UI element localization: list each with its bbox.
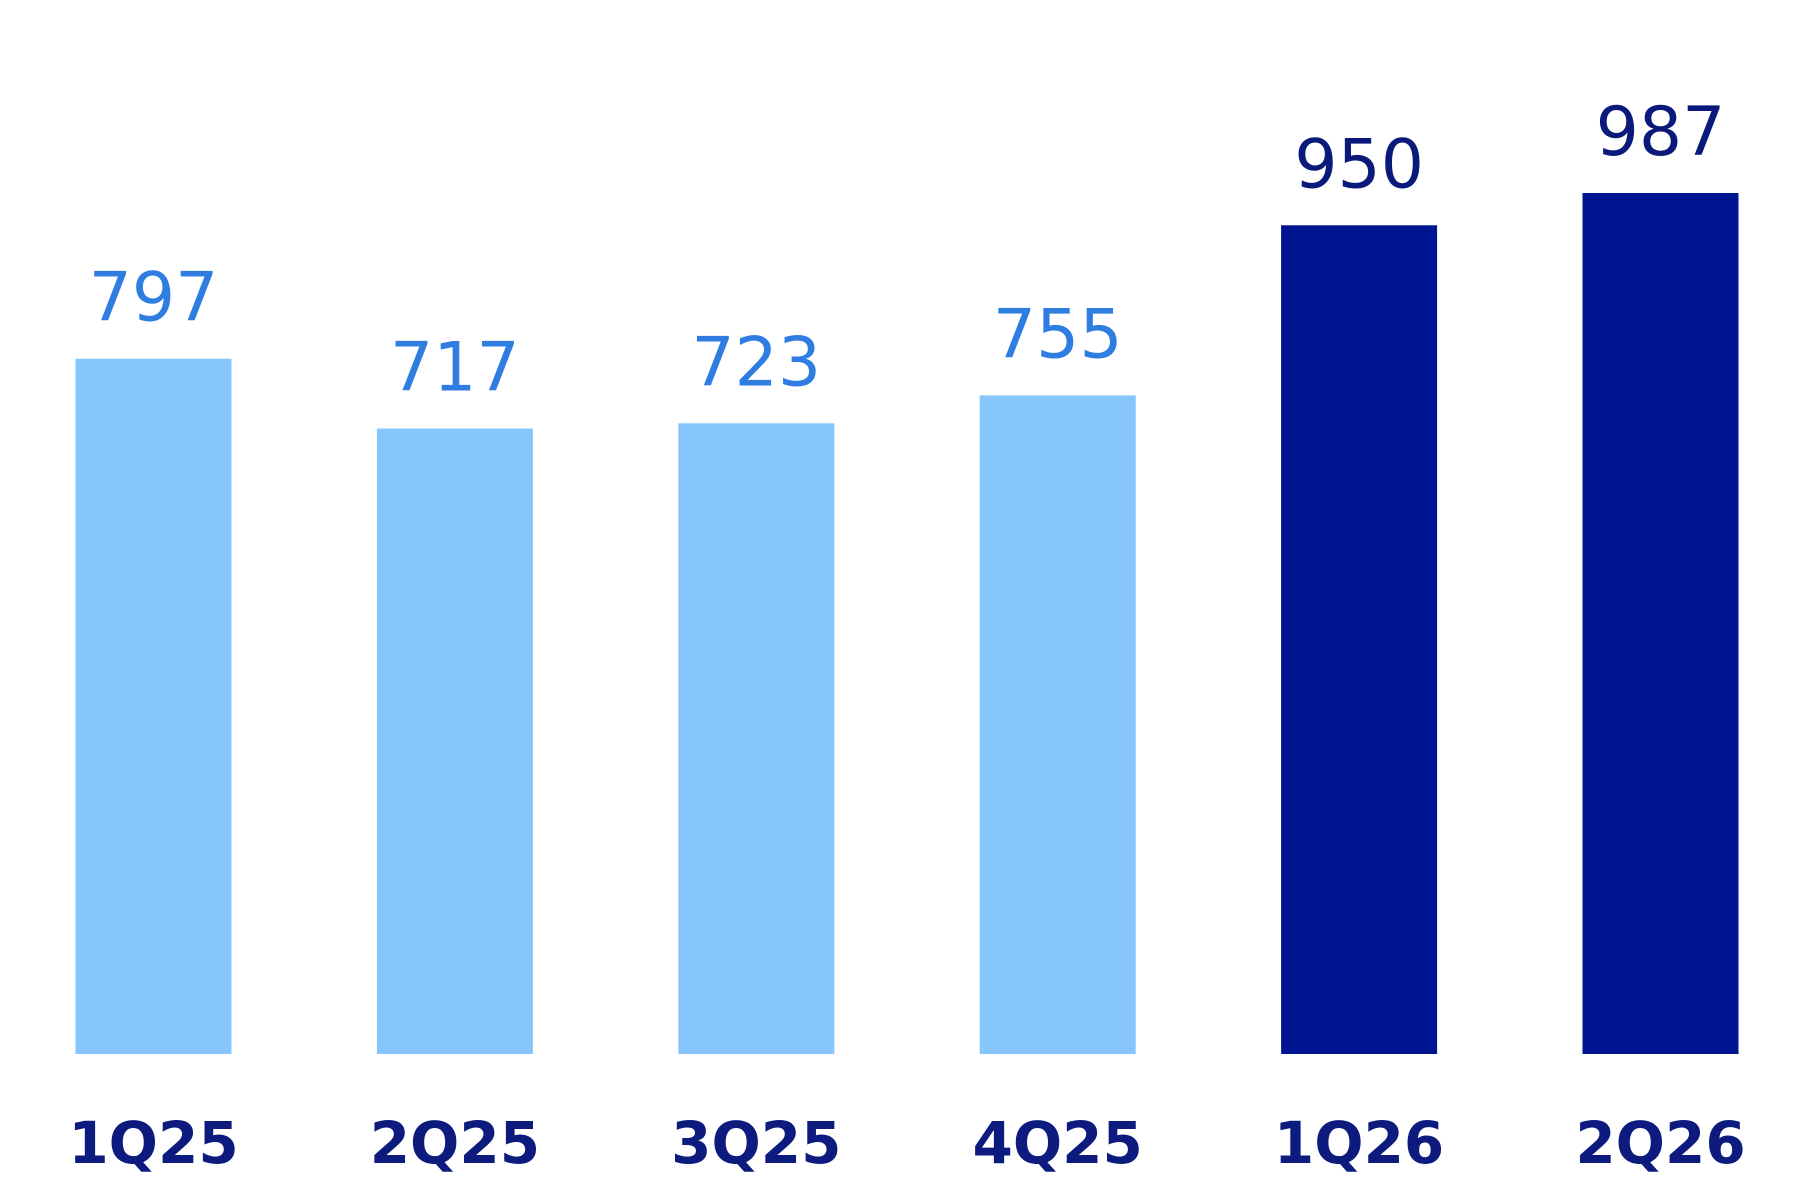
x-tick-label: 3Q25 [671,1109,841,1177]
x-tick-label: 1Q26 [1274,1109,1444,1177]
value-label: 950 [1294,125,1424,204]
value-label: 723 [691,323,821,402]
bar [376,428,533,1054]
value-label: 797 [89,259,219,338]
x-tick-label: 2Q26 [1575,1109,1745,1177]
bar [678,423,835,1055]
bar [1281,225,1438,1054]
value-label: 755 [993,295,1123,374]
bar [1582,193,1739,1054]
x-tick-label: 1Q25 [68,1109,238,1177]
value-label: 717 [390,329,520,408]
x-tick-label: 2Q25 [370,1109,540,1177]
bar [75,358,232,1054]
x-tick-label: 4Q25 [973,1109,1143,1177]
value-label: 987 [1596,93,1726,172]
bar [979,395,1136,1055]
